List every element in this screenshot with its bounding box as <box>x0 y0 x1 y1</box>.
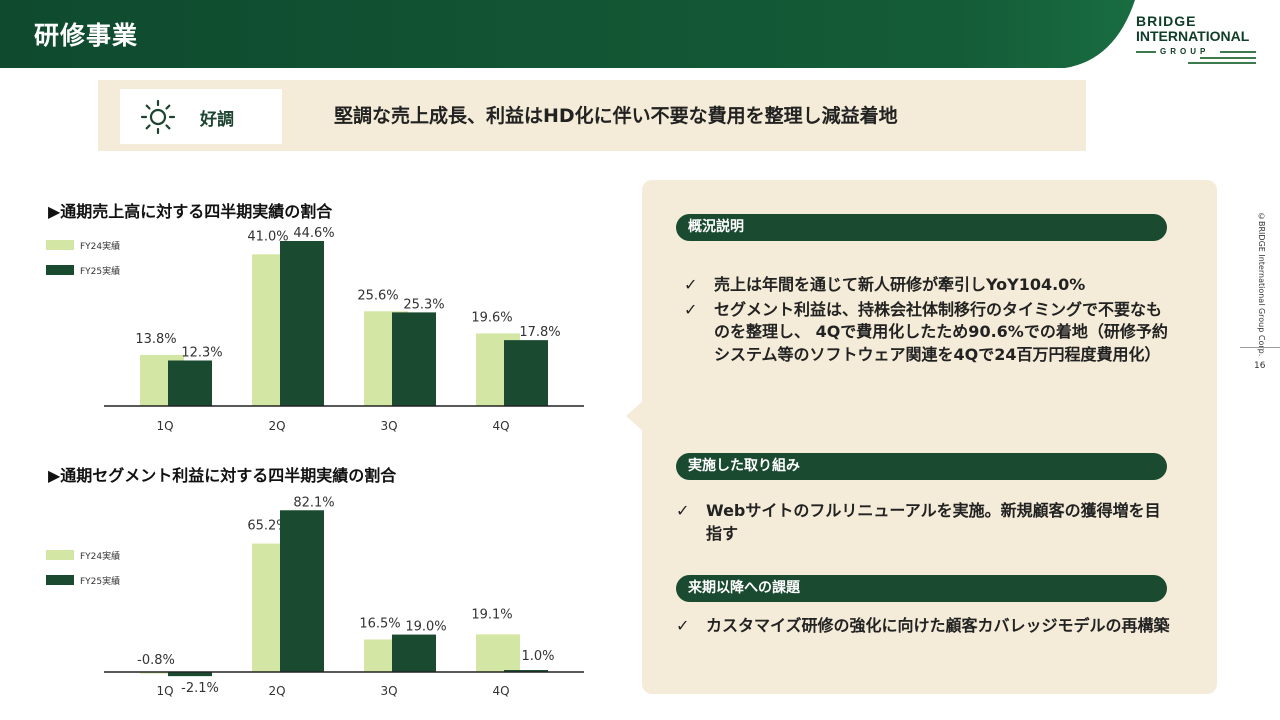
legend-label: FY25実績 <box>80 265 120 277</box>
bar-fy25 <box>504 340 548 406</box>
section-header-overview: 概況説明 <box>676 214 1167 241</box>
bullet-text: 売上は年間を通じて新人研修が牽引しYoY104.0% <box>714 275 1086 294</box>
bullet-text: カスタマイズ研修の強化に向けた顧客カバレッジモデルの再構築 <box>706 616 1170 635</box>
logo-line-2: INTERNATIONAL <box>1136 28 1250 44</box>
logo-line-1: BRIDGE <box>1136 13 1197 29</box>
headline: 堅調な売上成長、利益はHD化に伴い不要な費用を整理し減益着地 <box>334 105 898 127</box>
list-item: ✓ 売上は年間を通じて新人研修が牽引しYoY104.0% <box>684 274 1164 297</box>
bar-fy25 <box>168 360 212 406</box>
company-logo: BRIDGE INTERNATIONAL GROUP <box>1136 14 1260 64</box>
legend-swatch-fy25 <box>46 265 74 275</box>
bar-fy25 <box>280 510 324 672</box>
bar-fy24 <box>252 254 296 406</box>
page-divider <box>1240 347 1280 348</box>
x-tick-label: 4Q <box>492 684 509 698</box>
status-badge: 好調 <box>120 89 282 144</box>
x-tick-label: 1Q <box>156 419 173 433</box>
bar-fy25 <box>280 240 324 406</box>
bullet-text: セグメント利益は、持株会社体制移行のタイミングで不要なものを整理し、 4Qで費用… <box>714 299 1168 364</box>
check-icon: ✓ <box>676 501 690 520</box>
copyright-text: ©BRIDGE International Group Corp. <box>1257 212 1266 357</box>
data-label: 19.6% <box>471 310 512 325</box>
data-label: 41.0% <box>247 229 288 244</box>
legend-swatch-fy24 <box>46 550 74 560</box>
x-tick-label: 4Q <box>492 419 509 433</box>
logo-bar <box>1188 62 1256 64</box>
bar-fy24 <box>364 639 408 672</box>
data-label: 25.3% <box>403 297 444 312</box>
section-header-challenges: 来期以降への課題 <box>676 575 1167 602</box>
initiatives-bullets: ✓ Webサイトのフルリニューアルを実施。新規顧客の獲得増を目指す <box>676 500 1176 547</box>
data-label: 12.3% <box>181 345 222 360</box>
check-icon: ✓ <box>684 299 698 319</box>
logo-bar <box>1136 51 1156 53</box>
section-header-initiatives: 実施した取り組み <box>676 453 1167 480</box>
x-tick-label: 3Q <box>380 684 397 698</box>
data-label: 16.5% <box>359 616 400 631</box>
summary-banner: 好調 堅調な売上成長、利益はHD化に伴い不要な費用を整理し減益着地 <box>98 80 1086 151</box>
logo-bar <box>1220 51 1256 53</box>
bar-fy24 <box>140 672 184 674</box>
sales-chart-title: ▶通期売上高に対する四半期実績の割合 <box>48 202 333 221</box>
header-background <box>0 0 1280 68</box>
bar-fy24 <box>252 543 296 672</box>
data-label: -2.1% <box>181 681 219 696</box>
list-item: ✓ Webサイトのフルリニューアルを実施。新規顧客の獲得増を目指す <box>676 500 1176 545</box>
legend-swatch-fy24 <box>46 240 74 250</box>
bar-fy24 <box>364 311 408 406</box>
status-label: 好調 <box>200 110 234 130</box>
data-label: 65.2% <box>247 519 288 534</box>
data-label: 1.0% <box>521 649 554 664</box>
x-tick-label: 1Q <box>156 684 173 698</box>
profit-chart-title: ▶通期セグメント利益に対する四半期実績の割合 <box>48 466 397 485</box>
logo-bar <box>1200 57 1256 59</box>
header-band: 研修事業 BRIDGE INTERNATIONAL GROUP <box>0 0 1280 68</box>
bar-fy24 <box>140 354 184 406</box>
data-label: 44.6% <box>293 226 334 241</box>
check-icon: ✓ <box>684 275 698 294</box>
challenges-bullets: ✓ カスタマイズ研修の強化に向けた顧客カバレッジモデルの再構築 <box>676 615 1176 640</box>
check-icon: ✓ <box>676 616 690 635</box>
bar-fy25 <box>392 312 436 406</box>
sun-icon <box>140 99 176 135</box>
logo-line-3: GROUP <box>1160 47 1210 56</box>
data-label: 82.1% <box>293 495 334 510</box>
data-label: 25.6% <box>357 288 398 303</box>
legend-label: FY24実績 <box>80 240 120 252</box>
list-item: ✓ カスタマイズ研修の強化に向けた顧客カバレッジモデルの再構築 <box>676 615 1176 638</box>
list-item: ✓ セグメント利益は、持株会社体制移行のタイミングで不要なものを整理し、 4Qで… <box>684 299 1174 367</box>
panel-pointer <box>626 400 644 432</box>
data-label: 13.8% <box>135 332 176 347</box>
legend-label: FY25実績 <box>80 575 120 587</box>
bullet-text: Webサイトのフルリニューアルを実施。新規顧客の獲得増を目指す <box>706 501 1161 543</box>
bar-fy24 <box>476 634 520 672</box>
x-tick-label: 3Q <box>380 419 397 433</box>
overview-bullets: ✓ 売上は年間を通じて新人研修が牽引しYoY104.0% ✓ セグメント利益は、… <box>684 274 1174 368</box>
bar-fy25 <box>392 634 436 672</box>
bar-fy25 <box>168 672 212 677</box>
page-number: 16 <box>1254 361 1266 371</box>
legend-swatch-fy25 <box>46 575 74 585</box>
page-title: 研修事業 <box>34 21 139 50</box>
explanation-panel <box>642 180 1217 694</box>
bar-fy25 <box>504 670 548 672</box>
bar-fy24 <box>476 333 520 406</box>
data-label: 19.1% <box>471 607 512 622</box>
x-tick-label: 2Q <box>268 419 285 433</box>
legend-label: FY24実績 <box>80 550 120 562</box>
data-label: 19.0% <box>405 620 446 635</box>
x-tick-label: 2Q <box>268 684 285 698</box>
data-label: -0.8% <box>137 653 175 668</box>
data-label: 17.8% <box>519 325 560 340</box>
